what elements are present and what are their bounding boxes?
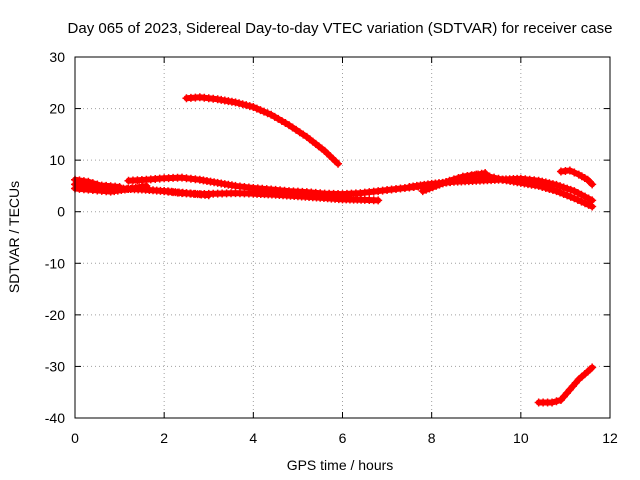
data-point: [552, 397, 561, 406]
data-point: [245, 102, 254, 111]
data-series: [71, 93, 597, 407]
data-point: [563, 184, 572, 193]
series-track-9: [556, 166, 597, 189]
data-point: [238, 100, 247, 109]
data-point: [588, 196, 597, 205]
y-tick-label: -40: [45, 410, 65, 426]
data-point: [334, 159, 343, 168]
y-tick-label: -20: [45, 307, 65, 323]
data-point: [577, 190, 586, 199]
x-axis-label: GPS time / hours: [287, 457, 394, 473]
data-point: [559, 183, 568, 192]
chart-title: Day 065 of 2023, Sidereal Day-to-day VTE…: [68, 20, 613, 37]
x-tick-label: 12: [602, 430, 618, 446]
data-point: [581, 192, 590, 201]
data-point: [534, 176, 543, 185]
y-axis-label: SDTVAR / TECUs: [6, 181, 22, 293]
data-point: [573, 195, 582, 204]
series-track-6: [182, 93, 343, 168]
data-point: [552, 180, 561, 189]
data-point: [570, 187, 579, 196]
grid-lines: [75, 57, 610, 418]
x-tick-label: 8: [428, 430, 436, 446]
data-point: [556, 182, 565, 191]
data-point: [374, 196, 383, 205]
y-tick-label: -10: [45, 255, 65, 271]
axis-ticks: 0 2 4 6 8 10 12 -40 -30 -20 -10 0 10 20 30: [45, 49, 618, 446]
x-tick-label: 4: [249, 430, 257, 446]
series-track-8: [405, 174, 597, 205]
data-point: [565, 166, 574, 175]
plot-frame: [74, 56, 611, 419]
series-track-3: [71, 180, 124, 191]
y-tick-label: -30: [45, 358, 65, 374]
series-track-5: [160, 187, 383, 205]
data-point: [242, 101, 251, 110]
data-point: [570, 194, 579, 203]
data-point: [577, 197, 586, 206]
data-point: [115, 182, 124, 191]
series-trace: [183, 94, 342, 167]
y-tick-label: 30: [49, 49, 65, 65]
x-tick-label: 2: [160, 430, 168, 446]
y-tick-label: 10: [49, 152, 65, 168]
data-point: [545, 179, 554, 188]
data-point: [570, 168, 579, 177]
data-point: [588, 363, 597, 372]
y-tick-label: 20: [49, 101, 65, 117]
data-point: [566, 185, 575, 194]
data-point: [256, 106, 265, 115]
x-tick-label: 0: [71, 430, 79, 446]
data-point: [263, 109, 272, 118]
data-point: [584, 194, 593, 203]
data-point: [566, 192, 575, 201]
x-tick-label: 10: [513, 430, 529, 446]
data-point: [235, 99, 244, 108]
x-tick-label: 6: [339, 430, 347, 446]
series-track-2: [71, 181, 151, 196]
y-tick-label: 0: [57, 204, 65, 220]
data-point: [260, 107, 269, 116]
data-point: [573, 188, 582, 197]
data-point: [548, 398, 557, 407]
data-point: [541, 178, 550, 187]
data-point: [252, 104, 261, 113]
data-point: [249, 103, 258, 112]
data-point: [588, 180, 597, 189]
series-track-10: [534, 363, 597, 407]
data-point: [548, 180, 557, 189]
data-point: [563, 191, 572, 200]
data-point: [231, 98, 240, 107]
data-point: [538, 177, 547, 186]
